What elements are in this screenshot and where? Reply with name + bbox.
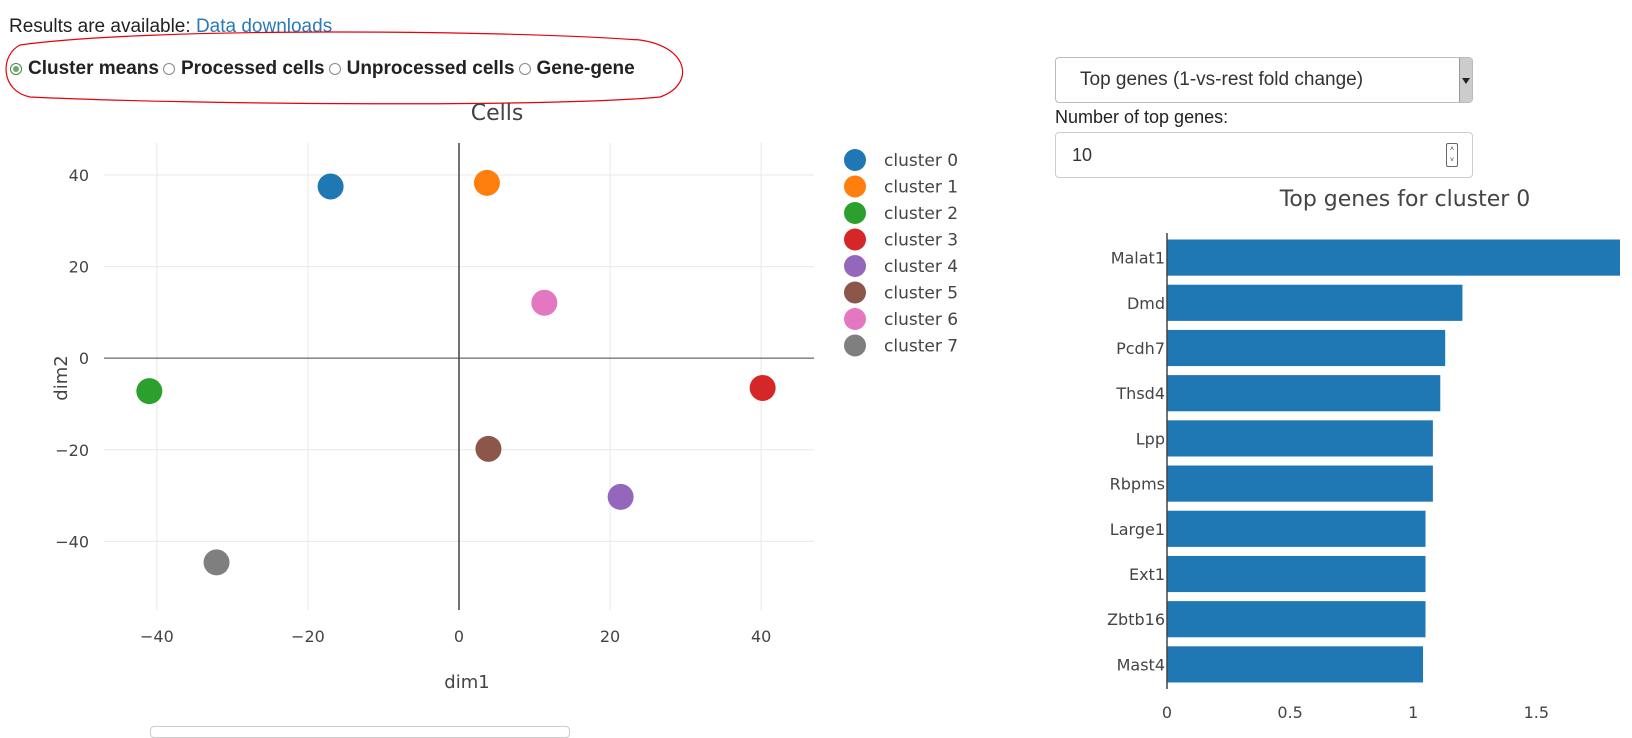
results-prefix: Results are available: bbox=[9, 16, 191, 37]
top-genes-bar-chart[interactable]: Top genes for cluster 0 Malat1 Dmd Pcdh7 Ths… bbox=[1040, 175, 1632, 720]
y-tick-label: −40 bbox=[55, 532, 89, 551]
partial-input-box[interactable] bbox=[150, 726, 570, 738]
radio-unchecked-icon[interactable] bbox=[328, 63, 341, 75]
gene-label: Malat1 bbox=[1111, 249, 1165, 268]
radio-label: Unprocessed cells bbox=[346, 58, 515, 79]
data-downloads-link[interactable]: Data downloads bbox=[195, 16, 333, 37]
gene-bar[interactable] bbox=[1167, 420, 1433, 457]
y-tick-label: −20 bbox=[55, 441, 89, 460]
legend-marker[interactable] bbox=[844, 149, 866, 171]
top-genes-label: Number of top genes: bbox=[1055, 107, 1229, 127]
legend-marker[interactable] bbox=[844, 175, 866, 198]
gene-label: Dmd bbox=[1127, 294, 1165, 313]
x-tick-label: 1.5 bbox=[1524, 703, 1549, 720]
input-value: 10 bbox=[1072, 144, 1093, 165]
view-mode-radio-group: Cluster means Processed cells Unprocesse… bbox=[10, 58, 639, 80]
y-tick-label: 20 bbox=[69, 258, 89, 277]
gene-label: Pcdh7 bbox=[1116, 339, 1165, 358]
gene-bar[interactable] bbox=[1167, 555, 1426, 593]
top-genes-input[interactable]: 10 ˄ ˅ bbox=[1055, 132, 1473, 178]
gene-label: Zbtb16 bbox=[1107, 610, 1165, 629]
stepper-icon[interactable]: ˄ ˅ bbox=[1446, 143, 1458, 167]
x-tick-label: 1 bbox=[1408, 703, 1418, 720]
x-tick-label: 0 bbox=[1162, 703, 1172, 720]
x-tick-label: 40 bbox=[751, 627, 771, 646]
x-tick-label: −40 bbox=[140, 627, 174, 646]
legend-label[interactable]: cluster 0 bbox=[884, 151, 958, 171]
radio-unchecked-icon[interactable] bbox=[518, 63, 531, 75]
gene-bar[interactable] bbox=[1167, 375, 1441, 412]
gene-label: Lpp bbox=[1136, 429, 1165, 448]
scatter-point[interactable] bbox=[531, 289, 558, 316]
radio-label: Gene-gene bbox=[536, 58, 635, 79]
scatter-point[interactable] bbox=[317, 173, 344, 200]
chevron-down-icon[interactable] bbox=[1459, 58, 1472, 102]
select-value: Top genes (1-vs-rest fold change) bbox=[1080, 69, 1364, 90]
legend-label[interactable]: cluster 3 bbox=[884, 231, 958, 251]
scatter-point[interactable] bbox=[475, 435, 502, 462]
y-axis-label: dim2 bbox=[51, 355, 72, 400]
legend-marker[interactable] bbox=[844, 281, 866, 304]
legend-label[interactable]: cluster 6 bbox=[884, 310, 958, 330]
radio-unprocessed-cells[interactable]: Unprocessed cells bbox=[328, 58, 515, 80]
gene-bar[interactable] bbox=[1167, 284, 1463, 321]
legend-marker[interactable] bbox=[844, 202, 866, 224]
legend-marker[interactable] bbox=[844, 228, 866, 251]
results-line: Results are available: Data downloads bbox=[9, 16, 332, 38]
gene-bar[interactable] bbox=[1167, 601, 1426, 638]
scatter-point[interactable] bbox=[136, 378, 163, 405]
y-tick-label: 0 bbox=[79, 349, 89, 368]
scatter-point[interactable] bbox=[473, 169, 500, 196]
legend-label[interactable]: cluster 4 bbox=[884, 257, 958, 277]
gene-bar[interactable] bbox=[1167, 329, 1446, 367]
legend-marker[interactable] bbox=[844, 334, 866, 357]
radio-label: Processed cells bbox=[180, 58, 325, 79]
gene-label: Thsd4 bbox=[1115, 384, 1165, 403]
radio-label: Cluster means bbox=[28, 58, 159, 79]
legend-marker[interactable] bbox=[844, 308, 866, 330]
radio-unchecked-icon[interactable] bbox=[162, 63, 175, 75]
gene-bar[interactable] bbox=[1167, 510, 1426, 547]
legend-label[interactable]: cluster 1 bbox=[884, 178, 958, 198]
legend-marker[interactable] bbox=[844, 255, 866, 277]
y-tick-label: 40 bbox=[69, 166, 89, 185]
gene-label: Large1 bbox=[1110, 520, 1165, 539]
x-tick-label: 0.5 bbox=[1277, 703, 1302, 720]
radio-processed-cells[interactable]: Processed cells bbox=[162, 58, 325, 80]
cells-scatter-chart[interactable]: Cells −40 −20 0 20 40 40 20 0 −20 −40 dim1 dim2 clust… bbox=[0, 95, 1000, 705]
gene-label: Ext1 bbox=[1129, 565, 1165, 584]
x-tick-label: 20 bbox=[600, 627, 620, 646]
x-tick-label: 0 bbox=[454, 627, 464, 646]
scatter-point[interactable] bbox=[607, 483, 634, 510]
radio-cluster-means[interactable]: Cluster means bbox=[10, 58, 159, 80]
gene-bar[interactable] bbox=[1167, 239, 1620, 276]
chart-title: Top genes for cluster 0 bbox=[1279, 187, 1531, 212]
scatter-point[interactable] bbox=[749, 374, 776, 401]
chart-title: Cells bbox=[471, 101, 524, 126]
radio-checked-icon[interactable] bbox=[10, 63, 22, 75]
legend-label[interactable]: cluster 5 bbox=[884, 284, 958, 304]
scatter-point[interactable] bbox=[203, 549, 230, 576]
gene-bar[interactable] bbox=[1167, 646, 1424, 683]
gene-label: Rbpms bbox=[1110, 475, 1165, 494]
gene-ranking-select[interactable]: Top genes (1-vs-rest fold change) bbox=[1055, 57, 1473, 103]
legend-label[interactable]: cluster 7 bbox=[884, 337, 958, 357]
x-tick-label: −20 bbox=[291, 627, 325, 646]
gene-bar[interactable] bbox=[1167, 465, 1433, 502]
legend-label[interactable]: cluster 2 bbox=[884, 204, 958, 224]
radio-gene-gene[interactable]: Gene-gene bbox=[518, 58, 635, 80]
x-axis-label: dim1 bbox=[444, 672, 489, 693]
gene-label: Mast4 bbox=[1117, 655, 1165, 674]
